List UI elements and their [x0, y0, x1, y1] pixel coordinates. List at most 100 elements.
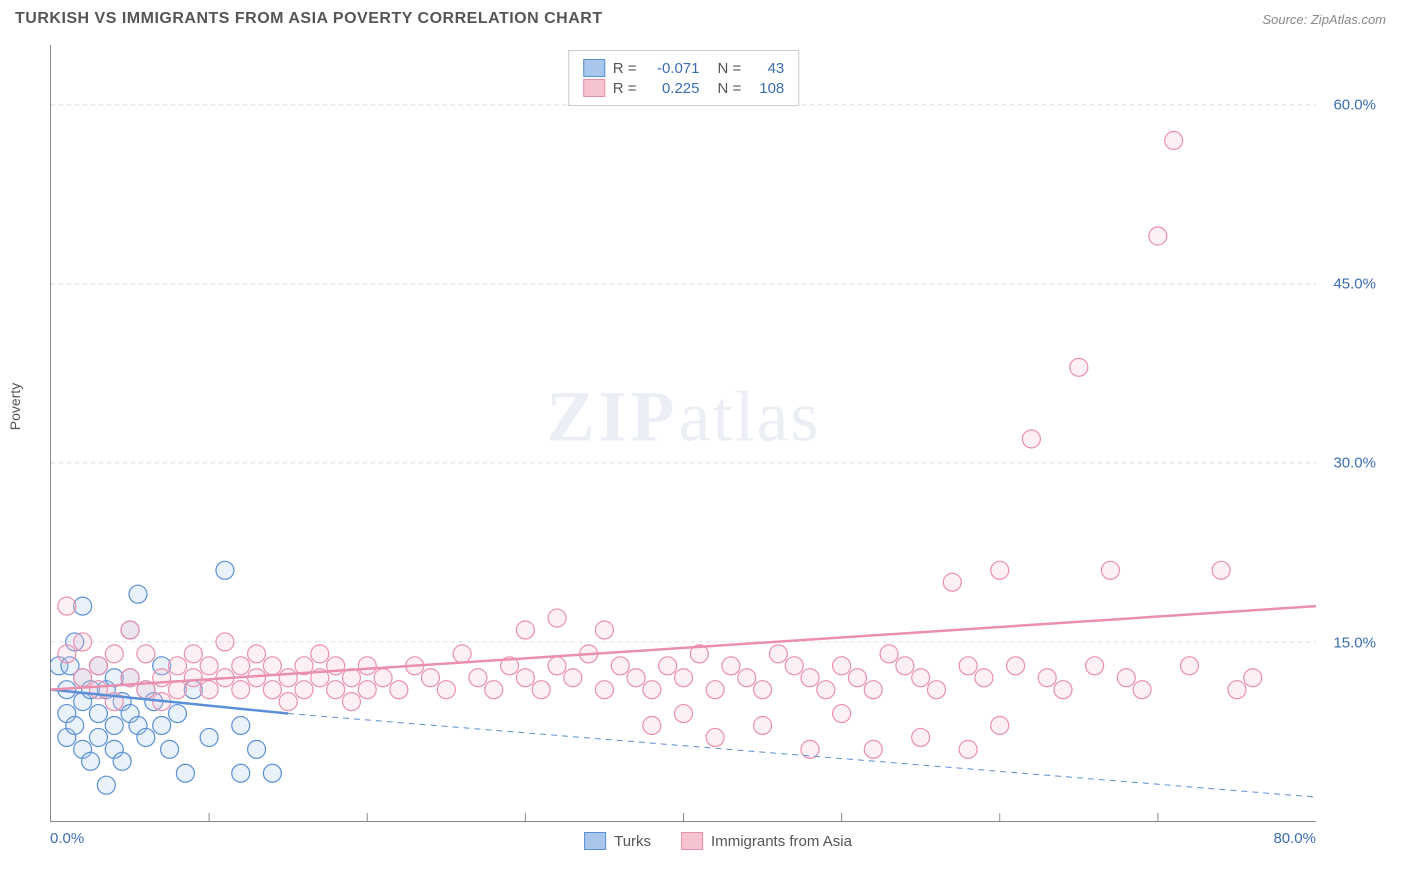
data-point: [169, 705, 187, 723]
data-point: [880, 645, 898, 663]
data-point: [864, 740, 882, 758]
source-label: Source: ZipAtlas.com: [1262, 12, 1386, 27]
data-point: [105, 717, 123, 735]
data-point: [975, 669, 993, 687]
data-point: [912, 728, 930, 746]
legend-n-value: 43: [749, 60, 784, 77]
data-point: [627, 669, 645, 687]
data-point: [1212, 561, 1230, 579]
data-point: [659, 657, 677, 675]
data-point: [896, 657, 914, 675]
data-point: [248, 740, 266, 758]
data-point: [485, 681, 503, 699]
data-point: [833, 657, 851, 675]
data-point: [422, 669, 440, 687]
data-point: [864, 681, 882, 699]
data-point: [548, 609, 566, 627]
data-point: [706, 728, 724, 746]
data-point: [216, 633, 234, 651]
data-point: [113, 752, 131, 770]
data-point: [1038, 669, 1056, 687]
data-point: [105, 645, 123, 663]
data-point: [184, 669, 202, 687]
legend-n-label: N =: [718, 60, 742, 77]
data-point: [738, 669, 756, 687]
data-point: [1054, 681, 1072, 699]
data-point: [928, 681, 946, 699]
data-point: [137, 728, 155, 746]
data-point: [848, 669, 866, 687]
data-point: [295, 681, 313, 699]
legend-r-label: R =: [613, 60, 637, 77]
bottom-legend-item: Turks: [584, 832, 651, 850]
data-point: [959, 657, 977, 675]
x-tick-label: 80.0%: [1273, 830, 1316, 847]
legend-swatch: [583, 79, 605, 97]
data-point: [516, 621, 534, 639]
y-tick-label: 45.0%: [1333, 276, 1376, 293]
data-point: [706, 681, 724, 699]
data-point: [1228, 681, 1246, 699]
data-point: [358, 657, 376, 675]
data-point: [263, 764, 281, 782]
data-point: [232, 764, 250, 782]
data-point: [248, 645, 266, 663]
data-point: [374, 669, 392, 687]
data-point: [161, 740, 179, 758]
data-point: [469, 669, 487, 687]
data-point: [176, 764, 194, 782]
data-point: [232, 681, 250, 699]
data-point: [82, 752, 100, 770]
data-point: [801, 669, 819, 687]
data-point: [1101, 561, 1119, 579]
regression-line-extended: [288, 714, 1316, 798]
data-point: [74, 633, 92, 651]
data-point: [1244, 669, 1262, 687]
legend-stats-row: R = -0.071 N = 43: [583, 59, 785, 77]
bottom-legend: Turks Immigrants from Asia: [584, 832, 852, 850]
y-tick-label: 60.0%: [1333, 96, 1376, 113]
legend-r-value: -0.071: [645, 60, 700, 77]
data-point: [263, 681, 281, 699]
data-point: [675, 669, 693, 687]
data-point: [311, 645, 329, 663]
data-point: [66, 717, 84, 735]
data-point: [611, 657, 629, 675]
data-point: [232, 717, 250, 735]
plot-area: ZIPatlas R =-0.071N =43R =0.225N =108: [50, 45, 1316, 822]
data-point: [74, 669, 92, 687]
data-point: [200, 681, 218, 699]
data-point: [169, 657, 187, 675]
data-point: [129, 585, 147, 603]
legend-n-value: 108: [749, 80, 784, 97]
bottom-legend-item: Immigrants from Asia: [681, 832, 852, 850]
data-point: [58, 597, 76, 615]
data-point: [722, 657, 740, 675]
data-point: [342, 693, 360, 711]
data-point: [785, 657, 803, 675]
data-point: [643, 717, 661, 735]
legend-swatch: [681, 832, 703, 850]
data-point: [548, 657, 566, 675]
data-point: [595, 621, 613, 639]
data-point: [643, 681, 661, 699]
data-point: [754, 717, 772, 735]
data-point: [532, 681, 550, 699]
data-point: [991, 561, 1009, 579]
data-point: [200, 657, 218, 675]
legend-stats-box: R =-0.071N =43R =0.225N =108: [568, 50, 800, 106]
data-point: [263, 657, 281, 675]
data-point: [184, 645, 202, 663]
data-point: [279, 693, 297, 711]
y-tick-label: 30.0%: [1333, 455, 1376, 472]
data-point: [959, 740, 977, 758]
data-point: [516, 669, 534, 687]
data-point: [453, 645, 471, 663]
data-point: [279, 669, 297, 687]
data-point: [327, 681, 345, 699]
data-point: [1086, 657, 1104, 675]
data-point: [817, 681, 835, 699]
x-tick-label: 0.0%: [50, 830, 84, 847]
data-point: [675, 705, 693, 723]
data-point: [1007, 657, 1025, 675]
